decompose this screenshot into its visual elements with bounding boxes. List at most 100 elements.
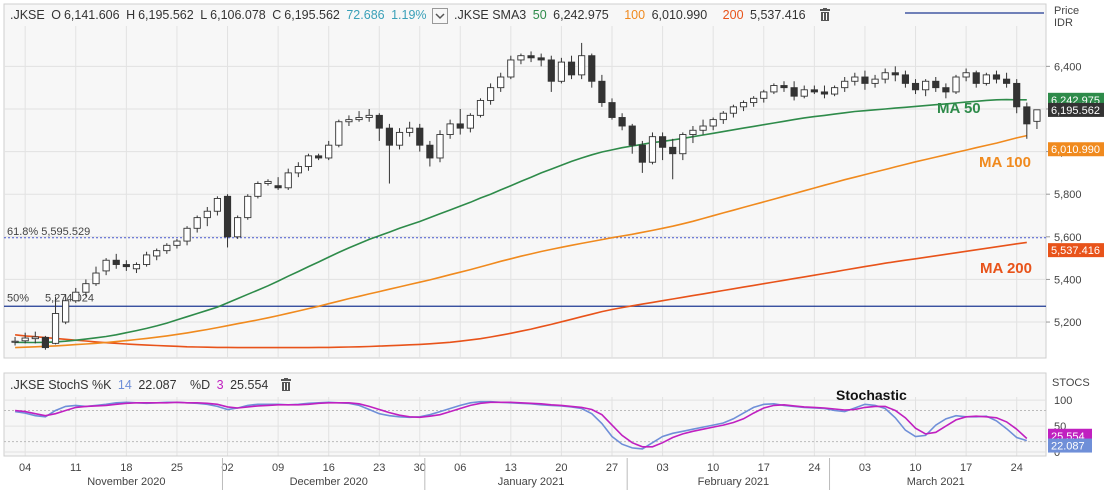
candle-body (517, 55, 525, 61)
date-tick-label: 03 (859, 462, 871, 474)
date-tick-label: 02 (221, 462, 233, 474)
stoch-d-value: 25.554 (230, 378, 269, 393)
date-tick-label: 16 (323, 462, 335, 474)
last-value-text: 5,537.416 (1051, 245, 1100, 257)
candle-body (891, 72, 899, 76)
stoch-k-tag (1048, 438, 1092, 453)
stoch-d-label: %D (190, 378, 211, 393)
candle-body (82, 283, 90, 293)
candle-body (588, 55, 596, 82)
candle-body (881, 72, 889, 80)
candle-body (831, 87, 839, 95)
change-value: 72.686 (346, 8, 385, 23)
candle-body (1013, 82, 1021, 108)
candle-body (213, 198, 221, 212)
candle-body (395, 131, 404, 146)
candle-body (153, 250, 161, 257)
candle-body (274, 185, 282, 189)
ma100-label: MA 100 (979, 154, 1031, 171)
date-tick-label: 30 (414, 462, 426, 474)
candle-body (638, 144, 646, 163)
candle-body (436, 134, 444, 159)
candle-body (648, 136, 657, 163)
candle-body (416, 127, 424, 146)
candle-body (679, 134, 687, 155)
date-tick-label: 04 (19, 462, 31, 474)
candle-body (871, 78, 879, 84)
candle-body (406, 127, 414, 133)
last-value-tag (1048, 243, 1104, 258)
candle-body (102, 259, 110, 272)
candle-body (385, 127, 393, 146)
price-tick-label: 5,400 (1054, 274, 1082, 286)
date-tick-label: 18 (120, 462, 132, 474)
candle-body (820, 91, 829, 95)
candle-body (780, 85, 788, 89)
candle-body (851, 76, 859, 82)
date-tick-label: 24 (1011, 462, 1023, 474)
date-tick-label: 17 (758, 462, 770, 474)
candle-body (598, 80, 606, 104)
candle-body (183, 227, 191, 242)
candle-body (719, 112, 727, 121)
low-value: 6,106.078 (210, 8, 266, 23)
symbol-label: .JKSE (10, 8, 45, 23)
last-value-text: 6,195.562 (1051, 105, 1100, 117)
price-axis-title: Price IDR (1054, 5, 1079, 29)
price-panel (3, 3, 1047, 359)
ma100-line (15, 134, 1027, 349)
sma200-period: 200 (722, 8, 744, 23)
candle-body (547, 59, 555, 82)
date-tick-label: 24 (808, 462, 820, 474)
stoch-tick-label: 100 (1054, 395, 1072, 407)
stoch-label: .JKSE StochS %K (10, 378, 112, 393)
candle-body (62, 300, 70, 323)
candle-body (325, 144, 333, 159)
candle-body (922, 80, 930, 91)
change-pct: 1.19% (391, 8, 427, 23)
date-tick-label: 11 (70, 462, 81, 474)
candle-body (466, 114, 474, 129)
price-tick-label: 5,600 (1054, 232, 1082, 244)
candle-body (234, 217, 242, 238)
candle-body (21, 337, 29, 342)
price-label: Price (1054, 5, 1080, 17)
candle-body (497, 76, 505, 89)
open-label: O (51, 8, 61, 23)
open-value: 6,141.606 (63, 8, 120, 23)
last-value-tag (1048, 102, 1104, 117)
candle-body (729, 106, 737, 114)
candle-body (426, 144, 434, 159)
high-label: H (126, 8, 136, 23)
candle-body (11, 340, 19, 343)
candle-body (567, 61, 576, 76)
stoch-trash-icon[interactable] (280, 378, 292, 394)
month-label: November 2020 (87, 476, 165, 488)
candle-body (132, 264, 141, 270)
trash-icon[interactable] (819, 8, 831, 24)
date-tick-label: 03 (656, 462, 668, 474)
candle-body (578, 55, 586, 76)
date-tick-label: 13 (505, 462, 517, 474)
candle-body (1023, 106, 1031, 125)
chevron-down-icon[interactable] (431, 8, 448, 24)
fib-618-label: 61.8% 5,595.529 (7, 226, 90, 238)
month-label: January 2021 (498, 476, 565, 488)
candle-body (254, 183, 262, 197)
stoch-header: .JKSE StochS %K 14 22.087 %D 3 25.554 (10, 378, 295, 396)
candle-body (1003, 78, 1011, 84)
candle-body (1033, 109, 1041, 122)
candle-body (92, 272, 100, 285)
candle-body (739, 102, 748, 108)
candle-body (345, 119, 353, 123)
stoch-d-period: 3 (216, 378, 224, 393)
candle-body (750, 97, 758, 104)
stoch-d-line (15, 401, 1028, 448)
date-tick-label: 20 (555, 462, 567, 474)
candle-body (375, 114, 383, 129)
ma50-label: MA 50 (937, 100, 981, 117)
candle-body (537, 57, 545, 61)
fib-50-value: 5,274.024 (45, 292, 94, 304)
stoch-tick-label: 0 (1054, 447, 1060, 459)
stoch-panel (3, 372, 1047, 457)
